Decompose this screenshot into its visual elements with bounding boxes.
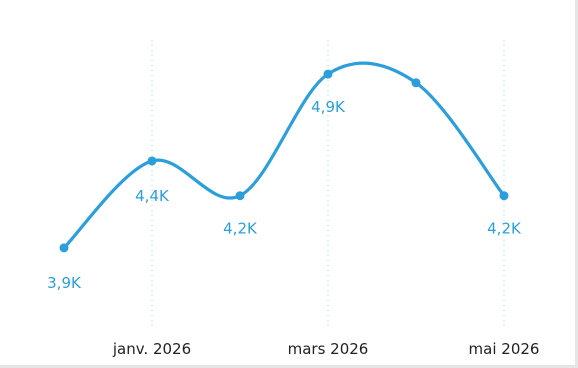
data-point-4[interactable] (411, 78, 421, 88)
data-point-2[interactable] (235, 191, 245, 201)
line-layer (62, 61, 506, 250)
data-point-0[interactable] (59, 243, 69, 253)
x-tick-label-1: mars 2026 (288, 340, 369, 358)
x-tick-label-2: mai 2026 (469, 340, 540, 358)
series-line (62, 61, 506, 250)
point-layer (59, 69, 509, 253)
data-point-5[interactable] (499, 191, 509, 201)
data-point-1[interactable] (147, 156, 157, 166)
data-label-3: 4,9K (311, 98, 346, 116)
x-axis: janv. 2026 mars 2026 mai 2026 (112, 340, 540, 358)
label-layer: 3,9K 4,4K 4,2K 4,9K 4,2K (47, 98, 522, 292)
data-label-1: 4,4K (135, 187, 170, 205)
panel-border-bottom (0, 365, 578, 368)
data-label-0: 3,9K (47, 274, 82, 292)
data-point-3[interactable] (323, 69, 333, 79)
data-label-5: 4,2K (487, 220, 522, 238)
x-tick-label-0: janv. 2026 (112, 340, 191, 358)
data-label-2: 4,2K (223, 220, 258, 238)
panel-border-right (575, 0, 578, 368)
grid-layer (151, 40, 505, 330)
